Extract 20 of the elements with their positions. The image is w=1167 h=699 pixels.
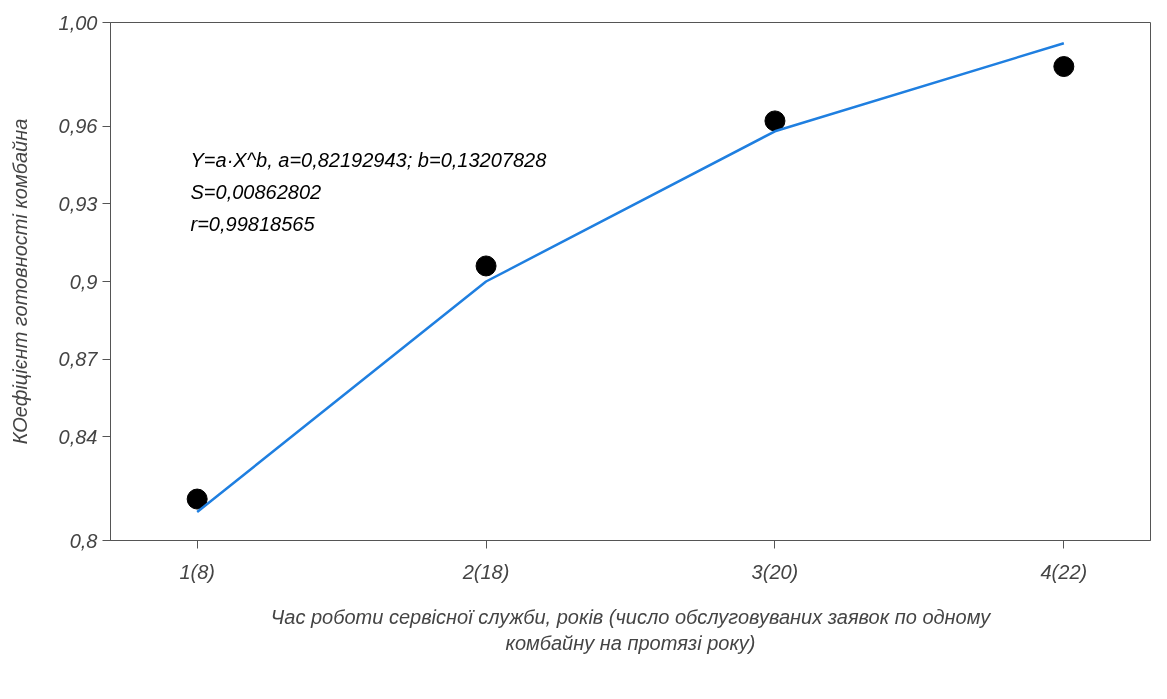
y-tick-label: 0,87 — [58, 348, 99, 371]
annotation: r=0,99818565 — [190, 212, 316, 235]
point — [764, 110, 786, 132]
x-tick-label: 4(22) — [1040, 560, 1088, 583]
y-tick-label: 0,93 — [58, 192, 98, 215]
y-tick-label: 0,84 — [58, 425, 98, 448]
y-tick-label: 0,9 — [69, 270, 98, 293]
x-tick-label: 2(18) — [461, 560, 510, 583]
point — [186, 488, 208, 510]
annotation: S=0,00862802 — [190, 180, 322, 203]
x-axis-title: Час роботи сервісної служби, років (число обслуговуваних заявок по одному комбайну на протязі року) — [270, 605, 992, 654]
point — [475, 255, 497, 277]
y-tick-label: 0,96 — [58, 115, 99, 138]
x-tick-label: 3(20) — [751, 560, 799, 583]
x-tick-label: 1(8) — [179, 560, 215, 583]
y-axis-title: КОефіцієнт готовності комбайна — [8, 118, 31, 445]
point — [1053, 56, 1075, 78]
y-tick-label: 0,8 — [69, 529, 98, 552]
y-tick-label: 1,00 — [58, 11, 98, 34]
annotation: Y=a·X^b, a=0,82192943; b=0,13207828 — [190, 148, 547, 171]
